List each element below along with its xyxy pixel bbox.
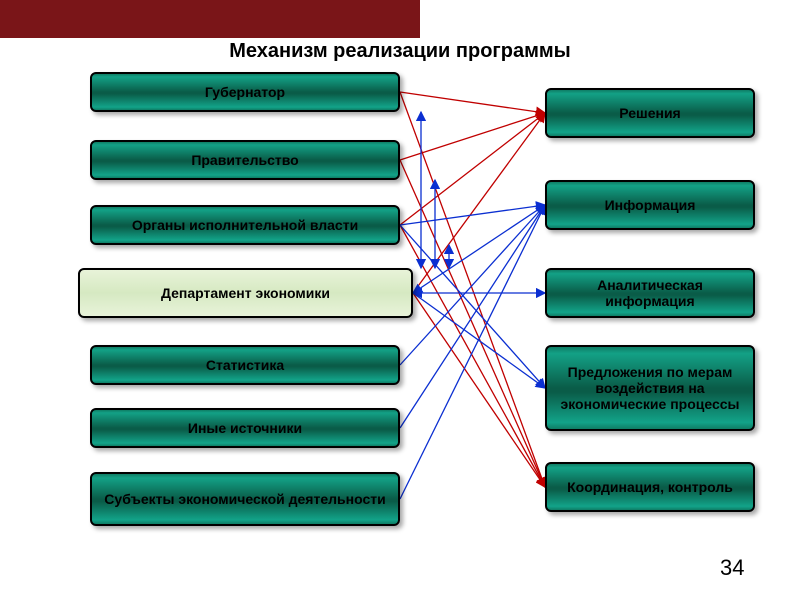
node-n6: Иные источники bbox=[90, 408, 400, 448]
edge bbox=[400, 92, 545, 113]
edge bbox=[400, 160, 545, 487]
edge bbox=[400, 205, 545, 499]
diagram-title: Механизм реализации программы bbox=[0, 40, 800, 63]
node-r3: Аналитическая информация bbox=[545, 268, 755, 318]
edge bbox=[413, 205, 545, 293]
node-r5: Координация, контроль bbox=[545, 462, 755, 512]
node-n7: Субъекты экономической деятельности bbox=[90, 472, 400, 526]
edge bbox=[400, 205, 545, 365]
node-n5: Статистика bbox=[90, 345, 400, 385]
edge bbox=[413, 293, 545, 487]
node-label: Решения bbox=[619, 105, 680, 121]
node-label: Органы исполнительной власти bbox=[132, 217, 358, 233]
node-n2: Правительство bbox=[90, 140, 400, 180]
node-n1: Губернатор bbox=[90, 72, 400, 112]
edge bbox=[400, 113, 545, 160]
node-label: Губернатор bbox=[205, 84, 285, 100]
page-number: 34 bbox=[720, 555, 744, 581]
node-label: Иные источники bbox=[188, 420, 302, 436]
edge bbox=[400, 205, 545, 225]
node-label: Правительство bbox=[191, 152, 298, 168]
node-label: Предложения по мерам воздействия на экон… bbox=[553, 364, 747, 412]
node-label: Информация bbox=[605, 197, 696, 213]
edge bbox=[400, 225, 545, 388]
edge bbox=[413, 293, 545, 388]
node-r2: Информация bbox=[545, 180, 755, 230]
node-label: Координация, контроль bbox=[567, 479, 733, 495]
node-n4: Департамент экономики bbox=[78, 268, 413, 318]
node-label: Субъекты экономической деятельности bbox=[104, 491, 385, 507]
edge bbox=[400, 92, 545, 487]
node-label: Статистика bbox=[206, 357, 284, 373]
header-bar bbox=[0, 0, 420, 38]
node-label: Аналитическая информация bbox=[553, 277, 747, 309]
edge bbox=[400, 225, 545, 487]
node-r1: Решения bbox=[545, 88, 755, 138]
edge bbox=[413, 113, 545, 293]
node-n3: Органы исполнительной власти bbox=[90, 205, 400, 245]
node-label: Департамент экономики bbox=[161, 285, 330, 301]
node-r4: Предложения по мерам воздействия на экон… bbox=[545, 345, 755, 431]
edge bbox=[400, 205, 545, 428]
edge bbox=[400, 113, 545, 225]
